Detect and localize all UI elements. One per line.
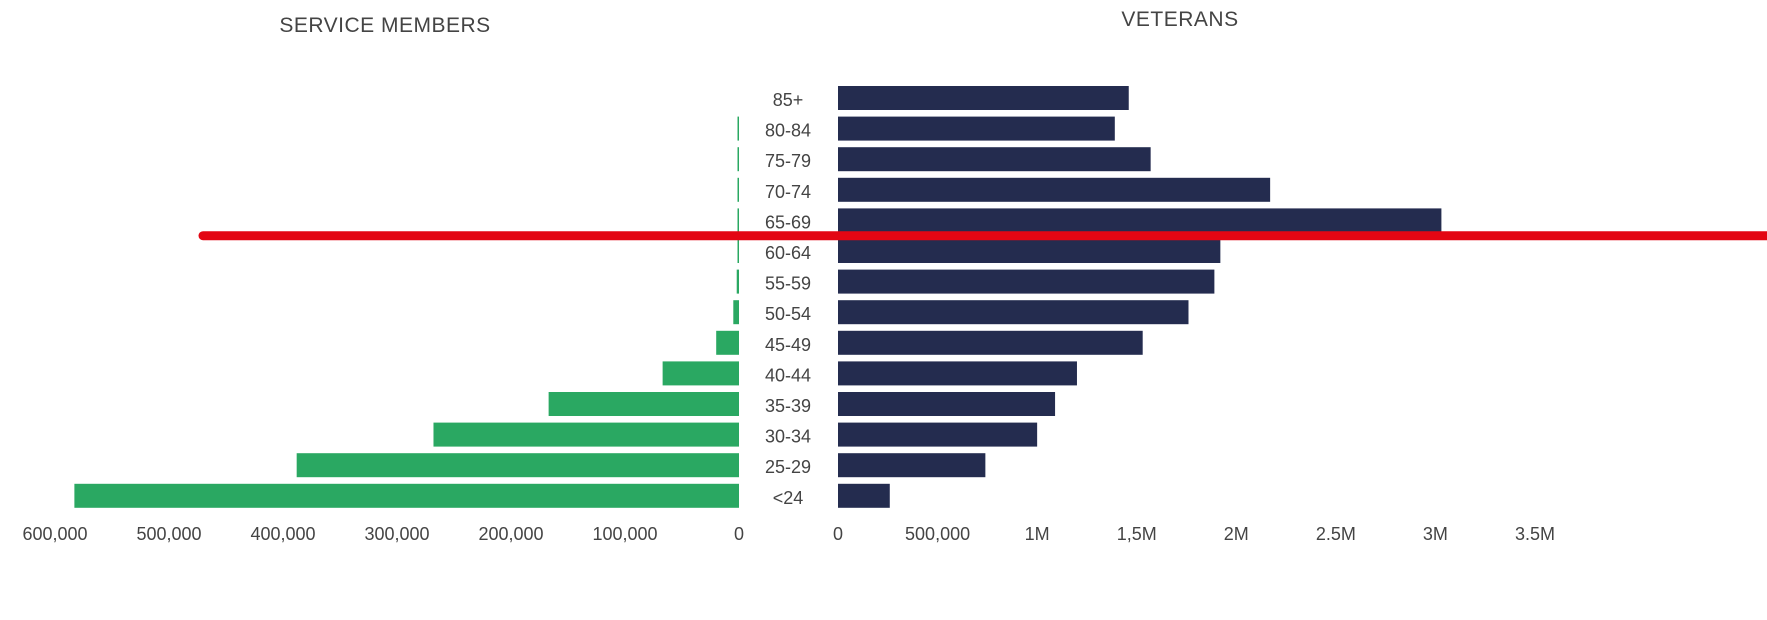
veterans-tick: 1M (1025, 524, 1050, 544)
service-members-bar-35-39 (548, 392, 739, 416)
service-members-bar-70-74 (737, 177, 739, 202)
service-members-tick: 500,000 (136, 524, 201, 544)
service-members-bars (74, 116, 739, 508)
service-members-bar-50-54 (733, 300, 739, 325)
service-members-bar-55-59 (736, 269, 739, 294)
veterans-bar-50-54 (838, 300, 1189, 325)
service-members-axis: 600,000 500,000 400,000 300,000 200,000 100,0… (22, 524, 744, 544)
veterans-bar-80-84 (838, 116, 1115, 141)
age-label-40-44: 40-44 (765, 365, 811, 385)
age-label-35-39: 35-39 (765, 396, 811, 416)
service-members-bar-25-29 (296, 453, 739, 478)
service-members-bar-60-64 (737, 239, 739, 263)
service-members-tick: 300,000 (364, 524, 429, 544)
veterans-tick: 2.5M (1316, 524, 1356, 544)
veterans-bar-24 (838, 483, 890, 508)
age-label-80-84: 80-84 (765, 121, 811, 141)
age-label-60-64: 60-64 (765, 243, 811, 263)
veterans-bars (838, 86, 1442, 508)
age-label-30-34: 30-34 (765, 427, 811, 447)
service-members-tick: 400,000 (250, 524, 315, 544)
age-group-labels: 85+ 80-84 75-79 70-74 65-69 60-64 55-59 50-54 45… (765, 90, 811, 508)
age-label-24: <24 (773, 488, 804, 508)
veterans-tick: 0 (833, 524, 843, 544)
service-members-bar-75-79 (737, 147, 739, 172)
veterans-bar-40-44 (838, 361, 1077, 386)
service-members-bar-30-34 (433, 422, 739, 447)
service-members-bar-24 (74, 483, 739, 508)
veterans-tick: 500,000 (905, 524, 970, 544)
veterans-bar-85 (838, 86, 1129, 110)
service-members-bar-80-84 (737, 116, 739, 141)
veterans-tick: 2M (1224, 524, 1249, 544)
age-label-50-54: 50-54 (765, 304, 811, 324)
veterans-tick: 3.5M (1515, 524, 1555, 544)
service-members-tick: 100,000 (592, 524, 657, 544)
service-members-tick: 200,000 (478, 524, 543, 544)
age-label-65-69: 65-69 (765, 212, 811, 232)
veterans-bar-35-39 (838, 392, 1056, 416)
age-label-45-49: 45-49 (765, 335, 811, 355)
service-members-bar-65-69 (737, 208, 739, 233)
veterans-bar-75-79 (838, 147, 1151, 172)
veterans-bar-25-29 (838, 453, 986, 478)
age-label-75-79: 75-79 (765, 151, 811, 171)
veterans-bar-30-34 (838, 422, 1038, 447)
service-members-tick: 0 (734, 524, 744, 544)
veterans-bar-45-49 (838, 330, 1143, 355)
age-label-25-29: 25-29 (765, 457, 811, 477)
age-label-55-59: 55-59 (765, 274, 811, 294)
veterans-tick: 1,5M (1117, 524, 1157, 544)
veterans-bar-70-74 (838, 177, 1271, 202)
veterans-title: VETERANS (1121, 8, 1238, 31)
veterans-bar-55-59 (838, 269, 1215, 294)
service-members-title: SERVICE MEMBERS (279, 14, 490, 37)
veterans-bar-60-64 (838, 239, 1221, 263)
veterans-bar-65-69 (838, 208, 1442, 233)
service-members-bar-45-49 (716, 330, 739, 355)
veterans-tick: 3M (1423, 524, 1448, 544)
service-members-tick: 600,000 (22, 524, 87, 544)
age-label-70-74: 70-74 (765, 182, 811, 202)
age-label-85: 85+ (773, 90, 804, 110)
service-members-bar-40-44 (662, 361, 739, 386)
veterans-axis: 0 500,000 1M 1,5M 2M 2.5M 3M 3.5M (833, 524, 1555, 544)
